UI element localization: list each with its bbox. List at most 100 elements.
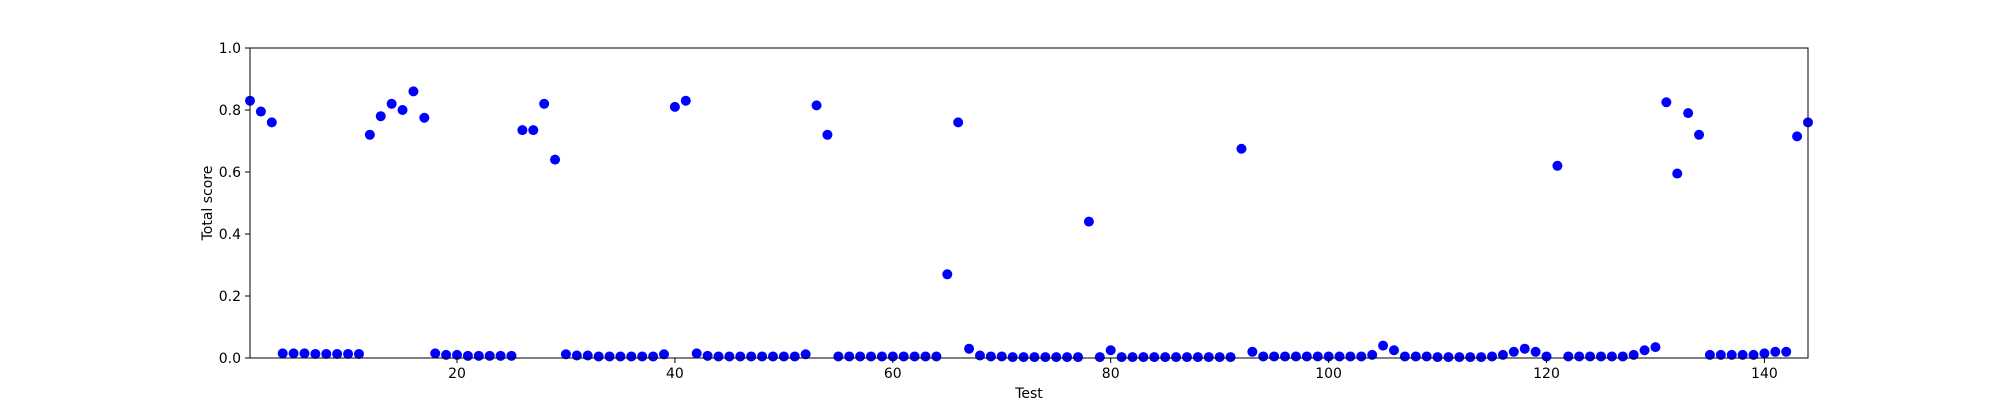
data-points	[245, 86, 1813, 363]
data-point	[1748, 349, 1759, 360]
data-point	[909, 351, 920, 362]
data-point	[1192, 352, 1203, 363]
data-point	[1672, 168, 1683, 179]
data-point	[1301, 351, 1312, 362]
x-tick-label: 20	[448, 366, 466, 382]
y-tick-label: 0.0	[219, 351, 241, 367]
x-tick-label: 60	[884, 366, 902, 382]
data-point	[844, 351, 855, 362]
data-point	[1312, 351, 1323, 362]
data-point	[1116, 352, 1127, 363]
data-point	[1465, 352, 1476, 363]
data-point	[321, 348, 332, 359]
y-axis-ticks: 0.0 0.2 0.4 0.6 0.8 1.0	[219, 41, 250, 367]
data-point	[1410, 351, 1421, 362]
data-point	[1726, 349, 1737, 360]
data-point	[1487, 351, 1498, 362]
x-axis-ticks: 20 40 60 80 100 120 140	[448, 358, 1778, 382]
data-point	[1781, 346, 1792, 357]
data-point	[539, 98, 550, 109]
data-point	[1203, 352, 1214, 363]
y-tick-label: 0.4	[219, 227, 241, 243]
data-point	[1105, 345, 1116, 356]
data-point	[1432, 352, 1443, 363]
data-point	[1541, 351, 1552, 362]
data-point	[1552, 160, 1563, 171]
data-point	[713, 351, 724, 362]
data-point	[1356, 351, 1367, 362]
data-point	[1029, 352, 1040, 363]
data-point	[615, 351, 626, 362]
data-point	[266, 117, 277, 128]
data-point	[1650, 342, 1661, 353]
data-point	[582, 350, 593, 361]
data-point	[757, 351, 768, 362]
data-point	[452, 349, 463, 360]
data-point	[800, 349, 811, 360]
data-point	[1073, 352, 1084, 363]
data-point	[1421, 351, 1432, 362]
data-point	[364, 129, 375, 140]
y-tick-label: 1.0	[219, 41, 241, 57]
x-axis-label: Test	[1014, 386, 1043, 400]
data-point	[1530, 346, 1541, 357]
data-point	[746, 351, 757, 362]
data-point	[1628, 349, 1639, 360]
data-point	[299, 348, 310, 359]
data-point	[1127, 352, 1138, 363]
plot-frame	[249, 47, 1809, 359]
data-point	[1334, 351, 1345, 362]
data-point	[473, 350, 484, 361]
data-point	[1585, 351, 1596, 362]
data-point	[648, 351, 659, 362]
data-point	[822, 129, 833, 140]
data-point	[1454, 352, 1465, 363]
data-point	[1770, 346, 1781, 357]
data-point	[811, 100, 822, 111]
data-point	[560, 349, 571, 360]
data-point	[255, 106, 266, 117]
data-point	[1247, 346, 1258, 357]
data-point	[353, 348, 364, 359]
data-point	[1388, 345, 1399, 356]
data-point	[985, 351, 996, 362]
data-point	[1367, 349, 1378, 360]
data-point	[659, 349, 670, 360]
data-point	[724, 351, 735, 362]
data-point	[1323, 351, 1334, 362]
data-point	[887, 351, 898, 362]
data-point	[408, 86, 419, 97]
data-point	[866, 351, 877, 362]
data-point	[1160, 352, 1171, 363]
data-point	[964, 343, 975, 354]
data-point	[310, 348, 321, 359]
data-point	[833, 351, 844, 362]
x-tick-label: 80	[1102, 366, 1120, 382]
data-point	[1225, 352, 1236, 363]
data-point	[1236, 143, 1247, 154]
data-point	[735, 351, 746, 362]
data-point	[1759, 348, 1770, 359]
data-point	[920, 351, 931, 362]
data-point	[1171, 352, 1182, 363]
data-point	[876, 351, 887, 362]
data-point	[1661, 97, 1672, 108]
x-tick-label: 40	[666, 366, 684, 382]
data-point	[517, 125, 528, 136]
data-point	[441, 349, 452, 360]
data-point	[397, 105, 408, 115]
data-point	[1280, 351, 1291, 362]
data-point	[1378, 340, 1389, 351]
data-point	[462, 350, 473, 361]
data-point	[898, 351, 909, 362]
data-point	[1399, 351, 1410, 362]
data-point	[386, 98, 397, 109]
data-point	[1018, 352, 1029, 363]
data-point	[1007, 352, 1018, 363]
data-point	[1715, 349, 1726, 360]
data-point	[1040, 352, 1051, 363]
data-point	[1051, 352, 1062, 363]
data-point	[1792, 131, 1803, 142]
data-point	[604, 351, 615, 362]
data-point	[767, 351, 778, 362]
